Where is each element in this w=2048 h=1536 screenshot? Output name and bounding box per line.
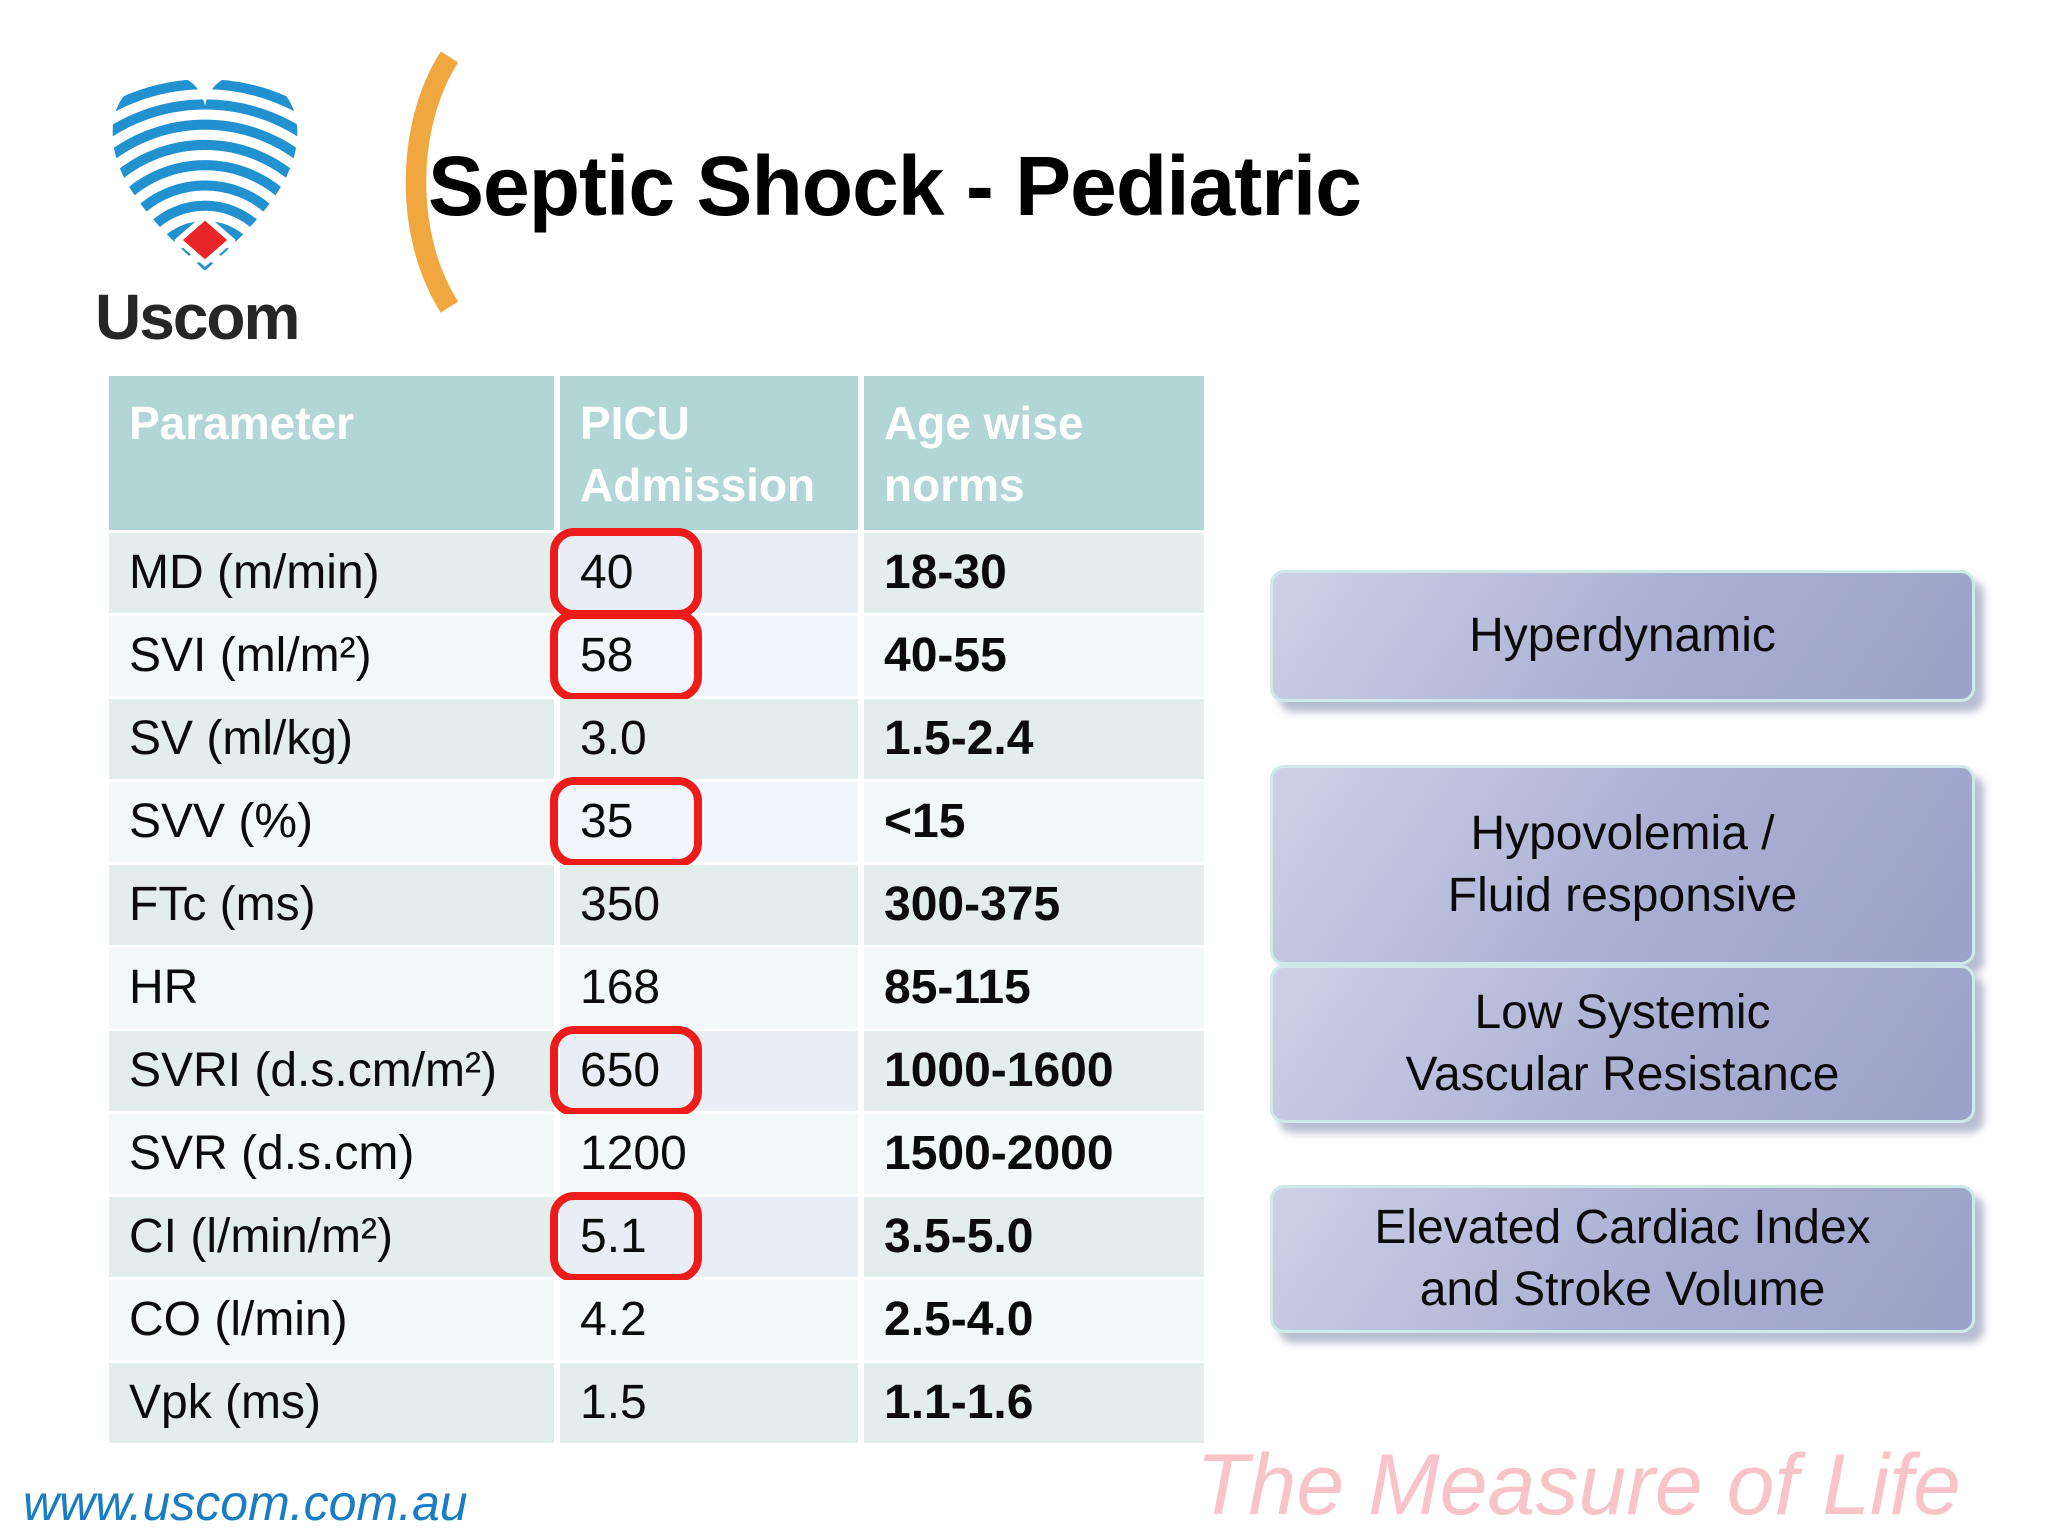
table-row: SVI (ml/m²) 58 40-55 [109,611,1204,701]
uscom-heart-icon [112,75,298,271]
picu-value: 3.0 [580,712,647,765]
table-row: SVRI (d.s.cm/m²) 650 1000-1600 [109,1026,1204,1116]
table-row: SV (ml/kg) 3.0 1.5-2.4 [109,699,1204,779]
callout-box: Elevated Cardiac Index and Stroke Volume [1270,1185,1975,1333]
picu-admission-cell: 650 [550,1026,858,1116]
picu-admission-cell: 40 [550,528,858,618]
orange-arc-icon [405,51,459,313]
table-row: MD (m/min) 40 18-30 [109,528,1204,618]
col-header-parameter: Parameter [109,376,554,530]
picu-admission-cell: 1200 [560,1114,858,1194]
picu-admission-cell: 350 [560,865,858,945]
col-header-age-wise-norms: Age wise norms [864,376,1204,530]
picu-admission-cell: 168 [560,948,858,1028]
picu-admission-cell: 4.2 [560,1280,858,1360]
table-row: CO (l/min) 4.2 2.5-4.0 [109,1280,1204,1360]
table-row: HR 168 85-115 [109,948,1204,1028]
slide-title: Septic Shock - Pediatric [428,139,1362,233]
parameter-cell: SV (ml/kg) [109,699,554,779]
age-wise-norm-cell: 300-375 [864,865,1204,945]
tagline: The Measure of Life [1196,1437,1961,1533]
age-wise-norm-cell: 1.1-1.6 [864,1363,1204,1443]
parameter-cell: Vpk (ms) [109,1363,554,1443]
parameter-cell: MD (m/min) [109,533,554,613]
age-wise-norm-cell: 1500-2000 [864,1114,1204,1194]
picu-value: 5.1 [580,1210,647,1263]
age-wise-norm-cell: 1000-1600 [864,1031,1204,1111]
age-wise-norm-cell: <15 [864,782,1204,862]
callout-line: Low Systemic [1474,985,1771,1039]
table-row: SVV (%) 35 <15 [109,777,1204,867]
callout-line: Vascular Resistance [1405,1048,1840,1101]
parameter-cell: SVV (%) [109,782,554,862]
table-header-row: Parameter PICU Admission Age wise norms [109,376,1204,530]
parameter-cell: SVI (ml/m²) [109,616,554,696]
callout-box: Hyperdynamic [1270,570,1975,702]
callout-line: Fluid responsive [1447,869,1798,922]
picu-value: 650 [580,1044,661,1097]
callout-line: and Stroke Volume [1419,1263,1826,1316]
age-wise-norm-cell: 1.5-2.4 [864,699,1204,779]
picu-value: 168 [580,961,661,1014]
website-link[interactable]: www.uscom.com.au [23,1475,468,1531]
picu-admission-cell: 35 [550,777,858,867]
parameter-cell: CO (l/min) [109,1280,554,1360]
age-wise-norm-cell: 3.5-5.0 [864,1197,1204,1277]
picu-value: 1.5 [580,1376,647,1429]
uscom-logo: Uscom [95,55,325,349]
col-header-picu-admission: PICU Admission [560,376,858,530]
table-row: FTc (ms) 350 300-375 [109,865,1204,945]
picu-admission-cell: 3.0 [560,699,858,779]
parameter-cell: CI (l/min/m²) [109,1197,554,1277]
table-row: CI (l/min/m²) 5.1 3.5-5.0 [109,1192,1204,1282]
picu-admission-cell: 58 [550,611,858,701]
age-wise-norm-cell: 85-115 [864,948,1204,1028]
table-row: SVR (d.s.cm) 1200 1500-2000 [109,1114,1204,1194]
age-wise-norm-cell: 2.5-4.0 [864,1280,1204,1360]
picu-admission-cell: 5.1 [550,1192,858,1282]
parameter-cell: SVR (d.s.cm) [109,1114,554,1194]
callout-line: Elevated Cardiac Index [1374,1200,1871,1254]
parameter-cell: FTc (ms) [109,865,554,945]
callout-line: Hyperdynamic [1469,608,1776,662]
picu-value: 1200 [580,1127,687,1180]
parameter-cell: HR [109,948,554,1028]
uscom-wordmark: Uscom [95,281,300,353]
picu-value: 35 [580,795,634,848]
age-wise-norm-cell: 40-55 [864,616,1204,696]
picu-value: 58 [580,629,634,682]
picu-value: 350 [580,878,661,931]
table-row: Vpk (ms) 1.5 1.1-1.6 [109,1363,1204,1443]
picu-value: 4.2 [580,1293,647,1346]
callout-box: Low Systemic Vascular Resistance [1270,965,1975,1123]
callout-line: Hypovolemia / [1470,806,1775,860]
parameter-cell: SVRI (d.s.cm/m²) [109,1031,554,1111]
age-wise-norm-cell: 18-30 [864,533,1204,613]
picu-admission-cell: 1.5 [560,1363,858,1443]
picu-value: 40 [580,546,634,599]
callout-box: Hypovolemia / Fluid responsive [1270,765,1975,965]
parameters-table: Parameter PICU Admission Age wise norms … [103,373,1210,1446]
